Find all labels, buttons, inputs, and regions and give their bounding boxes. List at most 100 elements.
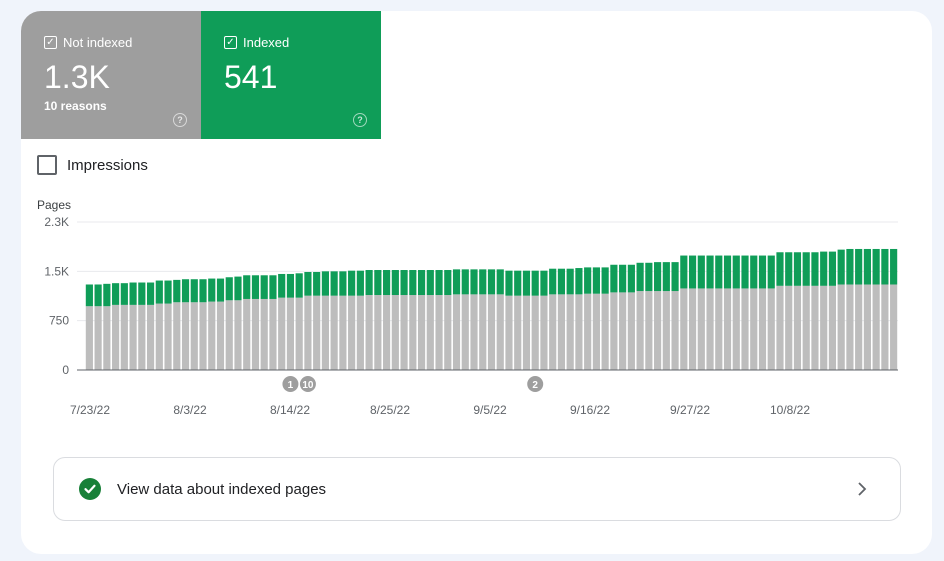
bar-not-indexed [365,295,373,370]
bar-indexed [339,271,347,296]
bar-not-indexed [321,295,329,370]
bar-not-indexed [435,295,443,370]
checkbox-checked-icon[interactable]: ✓ [224,36,237,49]
bar-not-indexed [619,292,627,370]
bar-indexed [251,275,260,299]
bar-not-indexed [549,294,557,370]
bar-not-indexed [138,304,146,370]
x-tick-label: 9/5/22 [473,403,507,417]
bar-indexed [863,248,871,285]
x-tick-label: 9/16/22 [570,403,610,417]
bar-not-indexed [627,292,635,370]
bar-not-indexed [199,302,207,370]
help-icon[interactable]: ? [353,113,367,127]
bar-not-indexed [374,295,382,370]
bar-indexed [181,279,190,303]
impressions-toggle[interactable]: Impressions [37,155,148,175]
impressions-label: Impressions [67,156,148,174]
annotation-label: 10 [302,380,314,391]
view-indexed-pages-label: View data about indexed pages [117,480,327,498]
bar-indexed [811,252,819,286]
bar-indexed [820,251,828,286]
bar-indexed [584,267,592,294]
x-tick-label: 7/23/22 [70,403,110,417]
bar-indexed [741,255,749,289]
bar-not-indexed [793,285,802,370]
bar-indexed [356,270,364,296]
indexed-header: ✓ Indexed [224,35,289,50]
bar-not-indexed [610,292,618,370]
bar-not-indexed [654,291,662,370]
bar-indexed [155,280,163,304]
bar-indexed [557,268,566,295]
bar-not-indexed [417,295,426,370]
bar-not-indexed [890,284,898,370]
bar-not-indexed [243,298,251,370]
bar-not-indexed [776,285,784,370]
bar-indexed [496,269,504,295]
bar-indexed [627,264,635,293]
annotation-marker [527,376,544,392]
bar-indexed [837,249,845,285]
bar-indexed [138,282,146,305]
bar-not-indexed [461,294,469,370]
bar-not-indexed [164,303,172,370]
bar-indexed [260,275,268,299]
indexed-tile[interactable]: ✓ Indexed 541 ? [201,11,381,139]
bar-not-indexed [846,284,854,370]
bar-indexed [286,273,295,298]
bar-indexed [304,271,312,296]
annotation-label: 2 [532,380,538,391]
indexed-value: 541 [224,59,278,95]
bar-indexed [750,255,758,289]
checkbox-checked-icon[interactable]: ✓ [44,36,57,49]
bar-indexed [654,262,662,292]
bar-not-indexed [339,295,347,370]
bar-indexed [575,268,583,295]
bar-indexed [802,252,810,286]
bar-indexed [540,270,548,296]
not-indexed-label: Not indexed [63,35,133,50]
bar-indexed [715,255,723,289]
x-tick-label: 9/27/22 [670,403,710,417]
bar-not-indexed [120,304,128,370]
bar-indexed [732,255,740,289]
not-indexed-header: ✓ Not indexed [44,35,132,50]
impressions-checkbox[interactable] [37,155,57,175]
bar-not-indexed [173,302,181,370]
bar-indexed [374,270,382,296]
bar-indexed [173,279,181,303]
bar-not-indexed [758,288,767,370]
bar-not-indexed [426,295,434,370]
bar-not-indexed [251,298,260,370]
view-indexed-pages-link[interactable]: View data about indexed pages [53,457,901,521]
bar-indexed [146,282,155,305]
bar-indexed [234,276,242,301]
bar-not-indexed [566,294,574,370]
bar-indexed [549,268,557,295]
bar-indexed [190,279,198,303]
bar-indexed [278,273,286,298]
bar-indexed [793,252,802,286]
bar-indexed [890,248,898,285]
not-indexed-value: 1.3K [44,59,110,95]
bar-indexed [470,269,478,295]
bar-indexed [846,248,854,285]
annotation-marker [299,376,316,392]
index-coverage-card: ✓ Not indexed 1.3K 10 reasons ? ✓ Indexe… [21,11,932,554]
y-tick-label: 2.3K [44,215,69,229]
bar-not-indexed [505,295,513,370]
not-indexed-tile[interactable]: ✓ Not indexed 1.3K 10 reasons ? [21,11,201,139]
bar-indexed [828,251,837,286]
bar-not-indexed [732,288,740,370]
bar-not-indexed [155,303,163,370]
help-icon[interactable]: ? [173,113,187,127]
bar-indexed [610,264,618,293]
bar-not-indexed [348,295,356,370]
bar-indexed [671,262,679,292]
bar-not-indexed [216,301,225,370]
bar-indexed [592,267,600,294]
bar-indexed [601,267,609,294]
bar-not-indexed [697,288,705,370]
bar-not-indexed [356,295,364,370]
